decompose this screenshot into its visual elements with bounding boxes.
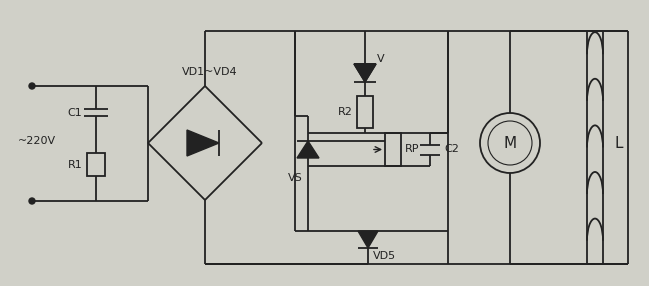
Text: R1: R1 — [68, 160, 83, 170]
Polygon shape — [354, 64, 376, 82]
Text: VD5: VD5 — [373, 251, 396, 261]
Polygon shape — [297, 141, 319, 158]
Text: C2: C2 — [444, 144, 459, 154]
Circle shape — [480, 113, 540, 173]
Text: V: V — [377, 54, 385, 64]
Text: L: L — [615, 136, 624, 150]
Polygon shape — [187, 130, 219, 156]
Text: ~220V: ~220V — [18, 136, 56, 146]
Text: R2: R2 — [338, 107, 353, 117]
Bar — [357, 96, 373, 128]
Circle shape — [488, 121, 532, 165]
Polygon shape — [354, 64, 376, 82]
Circle shape — [29, 83, 35, 89]
Bar — [87, 153, 105, 176]
Text: VD1~VD4: VD1~VD4 — [182, 67, 238, 77]
Text: M: M — [504, 136, 517, 150]
Text: VS: VS — [288, 173, 303, 183]
Circle shape — [29, 198, 35, 204]
Text: RP: RP — [405, 144, 419, 154]
Text: C1: C1 — [67, 108, 82, 118]
Bar — [385, 133, 401, 166]
Polygon shape — [358, 231, 378, 248]
